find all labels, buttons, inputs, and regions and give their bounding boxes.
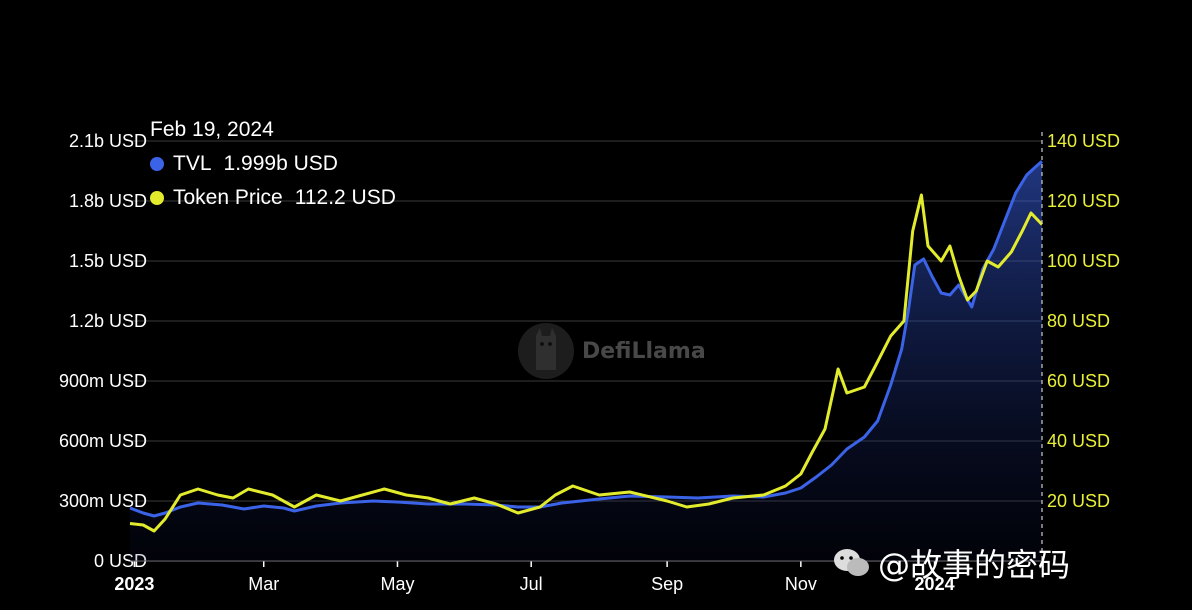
wechat-icon — [834, 549, 869, 576]
x-tick-label: Jul — [520, 574, 543, 594]
right-tick-label: 60 USD — [1047, 371, 1110, 391]
tooltip-price-row: Token Price 112.2 USD — [150, 181, 396, 215]
right-tick-label: 40 USD — [1047, 431, 1110, 451]
left-tick-label: 900m USD — [59, 371, 147, 391]
left-tick-label: 600m USD — [59, 431, 147, 451]
right-tick-label: 20 USD — [1047, 491, 1110, 511]
chart-tooltip: Feb 19, 2024 TVL 1.999b USD Token Price … — [150, 113, 396, 215]
token-price-series-line — [129, 193, 1044, 533]
watermark-text: DefiLlama — [582, 338, 706, 364]
right-tick-label: 140 USD — [1047, 131, 1120, 151]
x-tick-label: 2024 — [915, 574, 955, 594]
llama-logo-icon — [518, 323, 574, 379]
x-tick-label: Nov — [785, 574, 817, 594]
tvl-series-line — [129, 160, 1043, 518]
tooltip-tvl-value: 1.999b USD — [223, 152, 338, 175]
wechat-credit: @故事的密码 — [832, 540, 1070, 586]
tvl-area — [130, 161, 1042, 561]
left-tick-label: 1.2b USD — [69, 311, 147, 331]
right-tick-label: 120 USD — [1047, 191, 1120, 211]
left-tick-label: 1.8b USD — [69, 191, 147, 211]
tooltip-price-label: Token Price — [173, 186, 283, 209]
series-layer — [129, 160, 1044, 561]
left-tick-label: 1.5b USD — [69, 251, 147, 271]
right-tick-label: 100 USD — [1047, 251, 1120, 271]
left-tick-label: 2.1b USD — [69, 131, 147, 151]
right-y-axis: 20 USD 40 USD 60 USD 80 USD 100 USD 120 USD 14… — [1047, 131, 1120, 511]
right-tick-label: 80 USD — [1047, 311, 1110, 331]
x-tick-label: 2023 — [114, 574, 154, 594]
tooltip-tvl-label: TVL — [173, 152, 212, 175]
left-tick-label: 300m USD — [59, 491, 147, 511]
price-dot-icon — [150, 191, 164, 205]
tvl-dot-icon — [150, 157, 164, 171]
x-tick-label: Mar — [248, 574, 279, 594]
tooltip-tvl-row: TVL 1.999b USD — [150, 147, 396, 181]
defillama-watermark: DefiLlama — [516, 320, 706, 382]
tooltip-price-value: 112.2 USD — [294, 186, 396, 209]
x-tick-label: Sep — [651, 574, 683, 594]
x-tick-label: May — [380, 574, 414, 594]
credit-text: @故事的密码 — [878, 546, 1071, 584]
tooltip-date: Feb 19, 2024 — [150, 118, 274, 141]
